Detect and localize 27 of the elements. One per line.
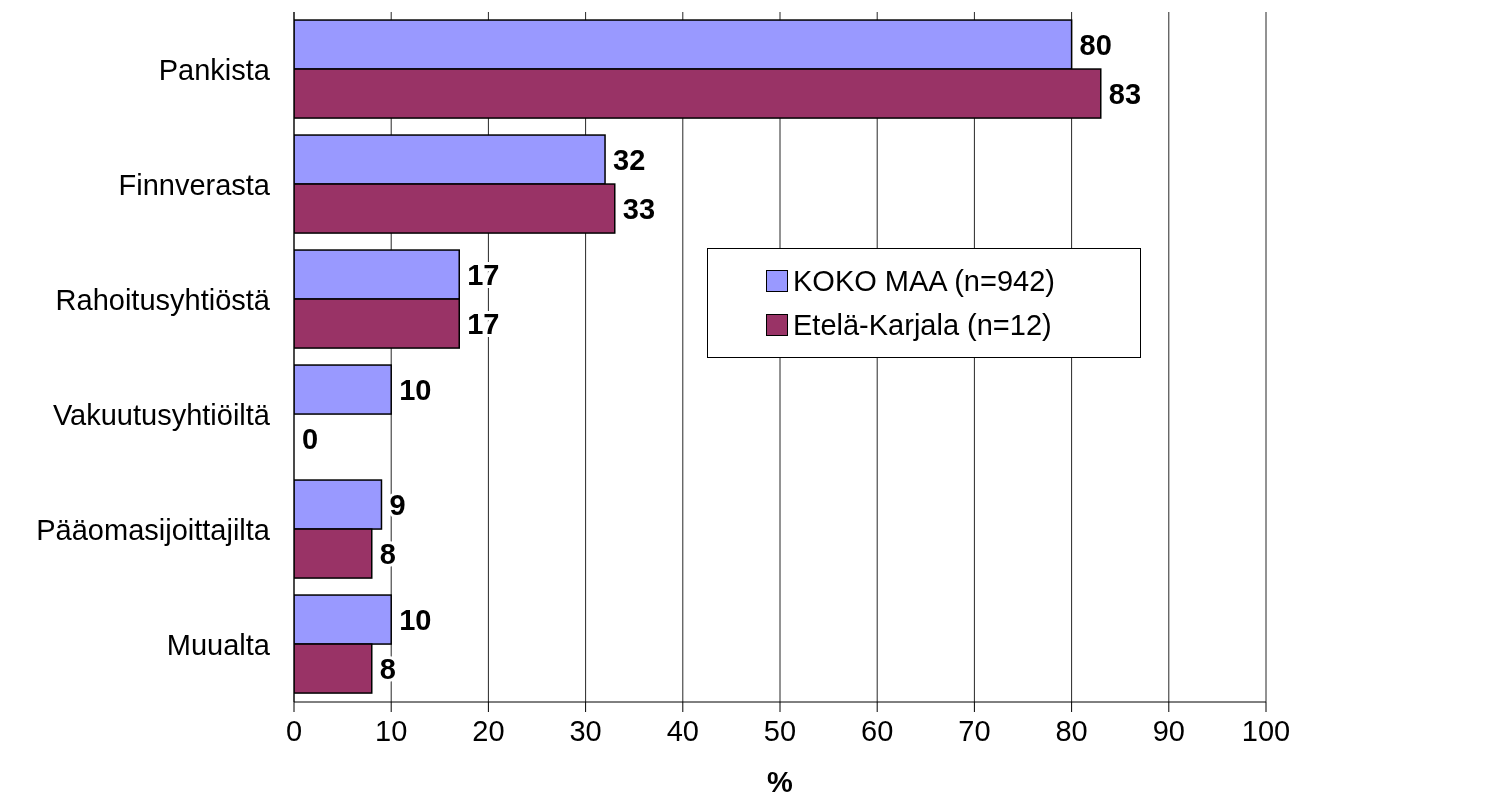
x-axis-title: % <box>767 766 794 798</box>
x-tick-label: 60 <box>861 714 894 747</box>
x-tick-label: 30 <box>569 714 602 747</box>
y-tick-label: Pankista <box>158 53 271 86</box>
legend-label: Etelä-Karjala (n=12) <box>793 308 1052 342</box>
y-tick-label: Vakuutusyhtiöiltä <box>52 398 271 431</box>
y-tick-label: Muualta <box>166 628 271 661</box>
x-tick-label: 20 <box>472 714 505 747</box>
x-tick-label: 40 <box>666 714 699 747</box>
x-tick-label: 50 <box>763 714 797 747</box>
y-tick-label: Finnverasta <box>118 168 271 201</box>
data-label: 32 <box>613 144 646 176</box>
data-label: 83 <box>1108 78 1142 110</box>
x-tick-label: 100 <box>1241 714 1291 747</box>
x-tick-label: 90 <box>1152 714 1185 747</box>
data-label: 33 <box>622 193 656 225</box>
x-tick-label: 10 <box>375 714 408 747</box>
y-tick-label: Pääomasijoittajilta <box>36 513 271 546</box>
data-label: 10 <box>399 374 432 406</box>
x-tick-label: 70 <box>958 714 991 747</box>
data-label: 0 <box>302 423 319 455</box>
y-tick-label: Rahoitusyhtiöstä <box>55 283 271 316</box>
data-label: 80 <box>1079 29 1112 61</box>
legend-label: KOKO MAA (n=942) <box>793 264 1055 298</box>
x-tick-label: 0 <box>285 714 303 747</box>
data-label: 10 <box>399 604 432 636</box>
x-tick-label: 80 <box>1055 714 1088 747</box>
